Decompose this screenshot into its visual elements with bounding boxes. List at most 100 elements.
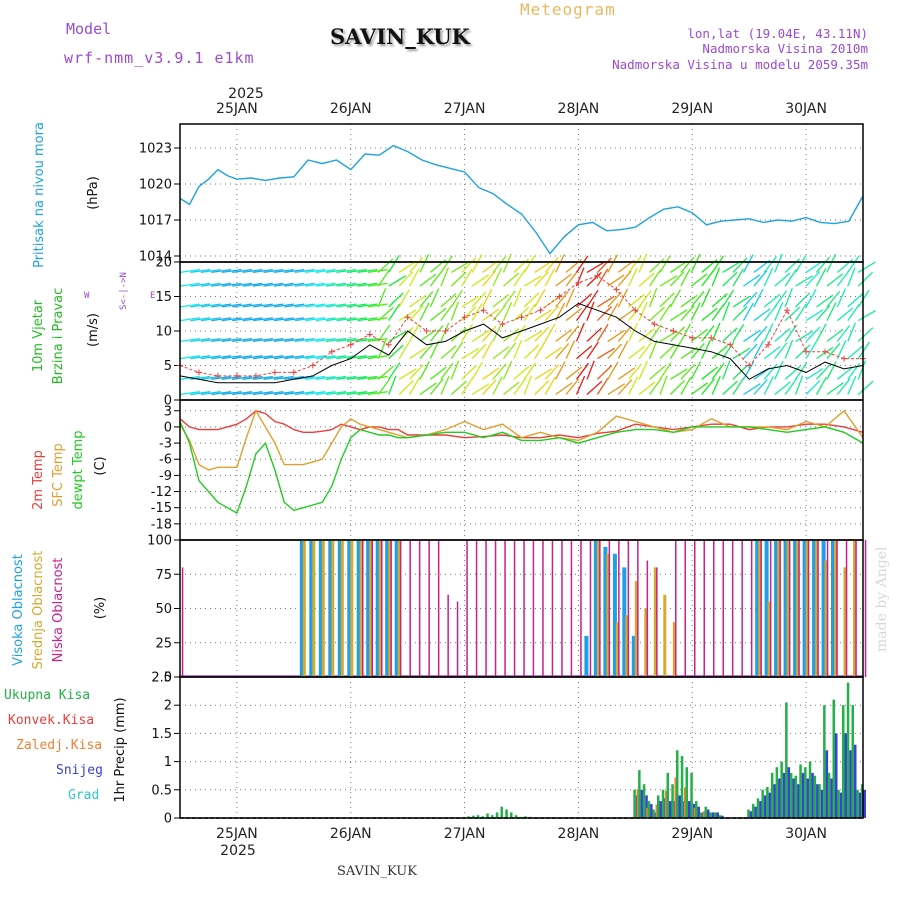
wind-barb xyxy=(659,254,672,273)
wind-barb xyxy=(211,375,232,380)
cloud-bar-low xyxy=(599,540,601,677)
precip-bar-total xyxy=(666,772,669,818)
wind-barb xyxy=(701,325,715,342)
cloud-bar-low xyxy=(485,540,487,677)
wind-barb xyxy=(607,361,619,380)
wind-barb xyxy=(242,268,263,274)
wind-barb xyxy=(398,260,417,273)
wind-barb xyxy=(492,293,510,308)
precip-bar-snow xyxy=(835,733,838,818)
wind-barb xyxy=(190,303,211,308)
wind-barb xyxy=(565,340,576,359)
wind-barb xyxy=(190,391,211,396)
wind-barb xyxy=(628,376,639,395)
wind-barb xyxy=(284,355,305,360)
wind-barb xyxy=(670,368,688,380)
wind-barb xyxy=(429,269,444,287)
wind-barb xyxy=(263,355,284,360)
precip-label-snow: Snijeg xyxy=(56,763,103,778)
y-tick-label: 1020 xyxy=(139,178,172,193)
wind-barb xyxy=(305,355,326,360)
wind-barb xyxy=(346,375,367,380)
wind-barb xyxy=(774,342,788,359)
precip-bar-snow xyxy=(844,733,847,818)
wind-barb xyxy=(367,391,388,396)
wind-barb xyxy=(523,362,537,380)
y-tick-label: 50 xyxy=(155,602,172,617)
wind-barb xyxy=(450,301,459,321)
wind-barb xyxy=(284,303,305,308)
wind-barb xyxy=(482,379,497,395)
wind-barb xyxy=(377,269,391,287)
wind-barb xyxy=(305,282,326,287)
cloud-bar-low xyxy=(608,540,611,677)
temp-unit: (C) xyxy=(93,456,108,475)
cloud-bar-low xyxy=(418,540,421,677)
wind-barb xyxy=(252,391,273,396)
wind-barb xyxy=(357,355,378,360)
top-day-label: 28JAN xyxy=(558,101,600,117)
wind-barb xyxy=(513,324,526,342)
wind-barb xyxy=(429,325,444,342)
wind-barb xyxy=(492,256,506,273)
lonlat-text: lon,lat (19.04E, 43.11N) xyxy=(687,26,868,41)
precip-bar-total xyxy=(808,761,812,818)
cloud-bar-mid xyxy=(369,540,373,677)
wind-barb xyxy=(794,375,804,395)
cloud-bar-high xyxy=(356,540,361,677)
wind-barb xyxy=(586,380,603,395)
wind-barb xyxy=(398,341,411,359)
cloud-bar-mid xyxy=(644,608,648,677)
wind-barb xyxy=(513,306,530,322)
wind-barb xyxy=(607,274,625,287)
wind-gust-marker xyxy=(404,314,411,321)
wind-barb xyxy=(763,267,774,287)
wind-gust-marker xyxy=(594,272,601,279)
precip-bar-snow xyxy=(773,784,776,818)
wind-gust-marker xyxy=(518,314,525,321)
wind-barb xyxy=(315,337,336,343)
precip-bar-snow xyxy=(816,784,819,818)
cloud-bar-low xyxy=(656,567,658,677)
wind-barb xyxy=(857,360,867,380)
wind-barb xyxy=(294,337,315,343)
wind-barb xyxy=(628,267,638,287)
cloud-bar-low xyxy=(769,540,772,677)
precip-label-hail: Grad xyxy=(68,788,99,803)
wind-barb xyxy=(492,267,503,287)
precip-panel: 0 0.5 1 1.5 2 2.5 xyxy=(151,671,866,827)
wind-barb xyxy=(409,305,424,322)
wind-barb xyxy=(211,303,232,308)
wind-barb xyxy=(326,317,346,322)
wind-barb xyxy=(336,317,357,322)
pressure-panel: 1014 1017 1020 1023 xyxy=(139,123,864,265)
wind-barb xyxy=(711,304,725,321)
wind-barb xyxy=(638,302,648,321)
precip-bar-snow xyxy=(830,778,833,818)
wind-barb xyxy=(847,362,861,380)
wind-barb xyxy=(211,337,232,343)
wind-barb xyxy=(555,254,565,273)
wind-barb xyxy=(607,329,625,342)
wind-barb xyxy=(816,256,830,273)
wind-barb xyxy=(232,317,253,322)
wind-barb xyxy=(179,317,200,322)
wind-barb xyxy=(502,302,513,321)
precip-bar-snow xyxy=(768,792,772,818)
wind-barb xyxy=(659,344,675,360)
wind-barb xyxy=(690,273,708,287)
wind-barb xyxy=(471,329,490,342)
wind-direction-compass-icon: W E S<-|->N xyxy=(84,272,155,310)
precip-bar-freezing xyxy=(684,787,686,818)
wind-barb xyxy=(409,294,427,308)
precip-bar-snow xyxy=(669,801,672,818)
cloud-bar-mid xyxy=(378,540,382,677)
bottom-day-labels: 25JAN 26JAN 27JAN 28JAN 29JAN 30JAN xyxy=(216,826,827,842)
wind-barb xyxy=(732,377,745,395)
wind-gust-marker xyxy=(613,286,620,293)
wind-barb xyxy=(252,303,273,308)
wind-barb xyxy=(680,346,698,360)
wind-barb xyxy=(429,288,440,308)
wind-barb xyxy=(586,261,605,273)
wind-barb xyxy=(398,289,410,308)
